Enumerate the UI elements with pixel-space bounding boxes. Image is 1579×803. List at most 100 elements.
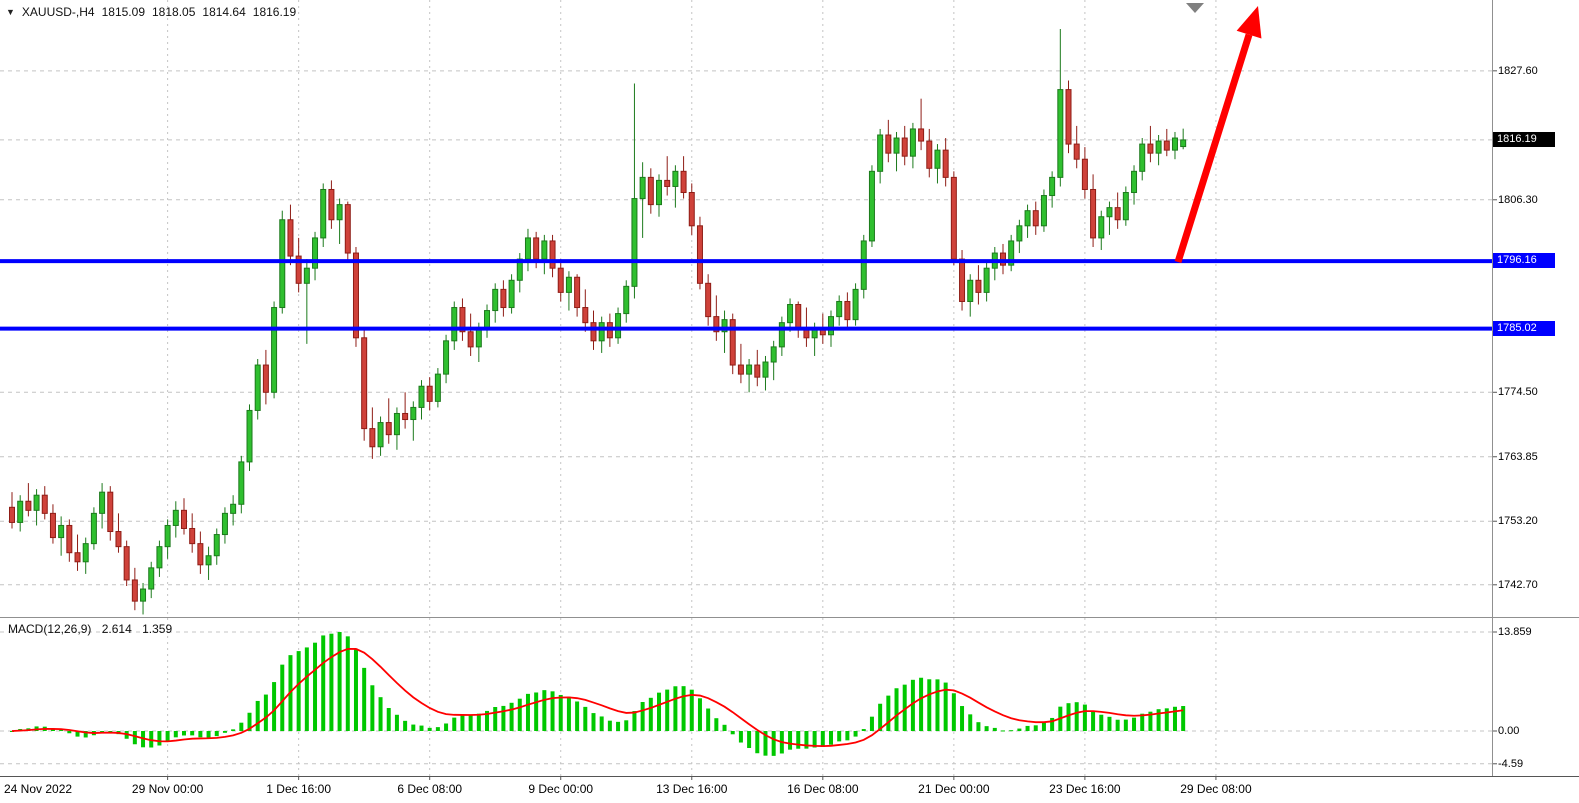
macd-bar xyxy=(337,632,342,731)
macd-bar xyxy=(460,715,465,731)
macd-bar xyxy=(272,682,277,731)
candle-body xyxy=(729,319,736,366)
macd-bar xyxy=(722,724,727,731)
candle-body xyxy=(90,512,97,545)
macd-bar xyxy=(566,696,571,731)
macd-bar xyxy=(411,724,416,731)
candle-body xyxy=(213,534,220,557)
candle-body xyxy=(74,552,81,563)
candle-body xyxy=(426,385,433,402)
candle-body xyxy=(1139,143,1146,172)
candle-body xyxy=(877,134,884,172)
macd-histogram xyxy=(10,632,1186,756)
candle-body xyxy=(778,322,785,348)
candle-body xyxy=(352,252,359,339)
macd-bar xyxy=(796,731,801,749)
macd-bar xyxy=(173,731,178,738)
macd-bar xyxy=(591,713,596,731)
macd-bar xyxy=(190,731,195,736)
candle-body xyxy=(762,361,769,378)
candle-body xyxy=(983,267,990,293)
candle-body xyxy=(402,412,409,421)
macd-bar xyxy=(427,727,432,731)
candle-body xyxy=(582,307,589,324)
candle-body xyxy=(713,316,720,333)
candle-body xyxy=(565,276,572,293)
candle-body xyxy=(303,267,310,284)
candle-body xyxy=(385,422,392,436)
macd-bar xyxy=(657,692,662,731)
candle-body xyxy=(836,300,843,318)
macd-bar xyxy=(157,731,162,746)
macd-bar xyxy=(1115,719,1120,731)
candle-body xyxy=(25,500,32,511)
candle-body xyxy=(795,304,802,330)
candle-body xyxy=(1081,158,1088,190)
candle-body xyxy=(197,543,204,566)
candle-body xyxy=(828,316,834,336)
macd-bar xyxy=(231,729,236,731)
candle-body xyxy=(271,307,278,393)
candle-body xyxy=(500,288,507,309)
macd-bar xyxy=(468,715,473,731)
candle-body xyxy=(140,588,147,602)
macd-bar xyxy=(853,731,858,737)
macd-bar xyxy=(599,716,604,731)
candle-body xyxy=(459,307,466,333)
macd-bar xyxy=(509,702,514,731)
macd-bar xyxy=(263,694,268,731)
candle-body xyxy=(287,219,294,257)
symbol-dropdown-arrow-icon[interactable]: ▼ xyxy=(6,7,15,17)
macd-bar xyxy=(67,731,72,734)
macd-bar xyxy=(1107,716,1112,731)
candle-body xyxy=(868,170,875,242)
candle-body xyxy=(967,279,974,302)
macd-bar xyxy=(575,701,580,731)
macd-bar xyxy=(10,731,14,732)
macd-bar xyxy=(648,697,653,731)
macd-bar xyxy=(927,679,932,731)
macd-bar xyxy=(517,698,522,731)
macd-bar xyxy=(304,647,309,731)
trend-arrow-head[interactable] xyxy=(1236,6,1262,39)
candle-body xyxy=(99,491,106,514)
candle-body xyxy=(1024,210,1031,227)
candle-body xyxy=(123,546,130,581)
candle-body xyxy=(860,240,867,290)
macd-bar xyxy=(681,686,686,731)
candle-body xyxy=(475,328,482,348)
macd-bar xyxy=(714,718,719,731)
macd-bar xyxy=(435,727,440,731)
candle-body xyxy=(549,240,556,269)
macd-bar xyxy=(706,708,711,731)
candle-body xyxy=(844,300,851,321)
candle-body xyxy=(1114,207,1121,221)
ohlc-low: 1814.64 xyxy=(202,5,246,19)
candle-body xyxy=(148,567,155,590)
candle-body xyxy=(9,506,15,523)
candle-body xyxy=(533,237,540,260)
macd-bar xyxy=(1050,717,1055,731)
indicator-label: MACD(12,26,9) 2.614 1.359 xyxy=(8,622,179,636)
macd-bar xyxy=(214,731,219,737)
macd-bar xyxy=(632,711,637,731)
candle-body xyxy=(680,170,687,194)
macd-bar xyxy=(59,730,64,732)
candle-body xyxy=(369,428,376,448)
trend-arrow-shaft[interactable] xyxy=(1174,33,1253,264)
ohlc-open: 1815.09 xyxy=(101,5,145,19)
candle-body xyxy=(1032,210,1039,227)
candle-body xyxy=(737,364,744,375)
candle-body xyxy=(1147,143,1154,154)
candle-body xyxy=(393,412,400,436)
macd-bar xyxy=(886,695,891,731)
candle-body xyxy=(590,322,597,342)
candle-body xyxy=(926,140,933,169)
macd-bar xyxy=(501,705,506,731)
macd-bar xyxy=(689,689,694,731)
macd-bar xyxy=(673,686,678,731)
candle-body xyxy=(467,331,474,348)
macd-bar xyxy=(1148,711,1153,731)
